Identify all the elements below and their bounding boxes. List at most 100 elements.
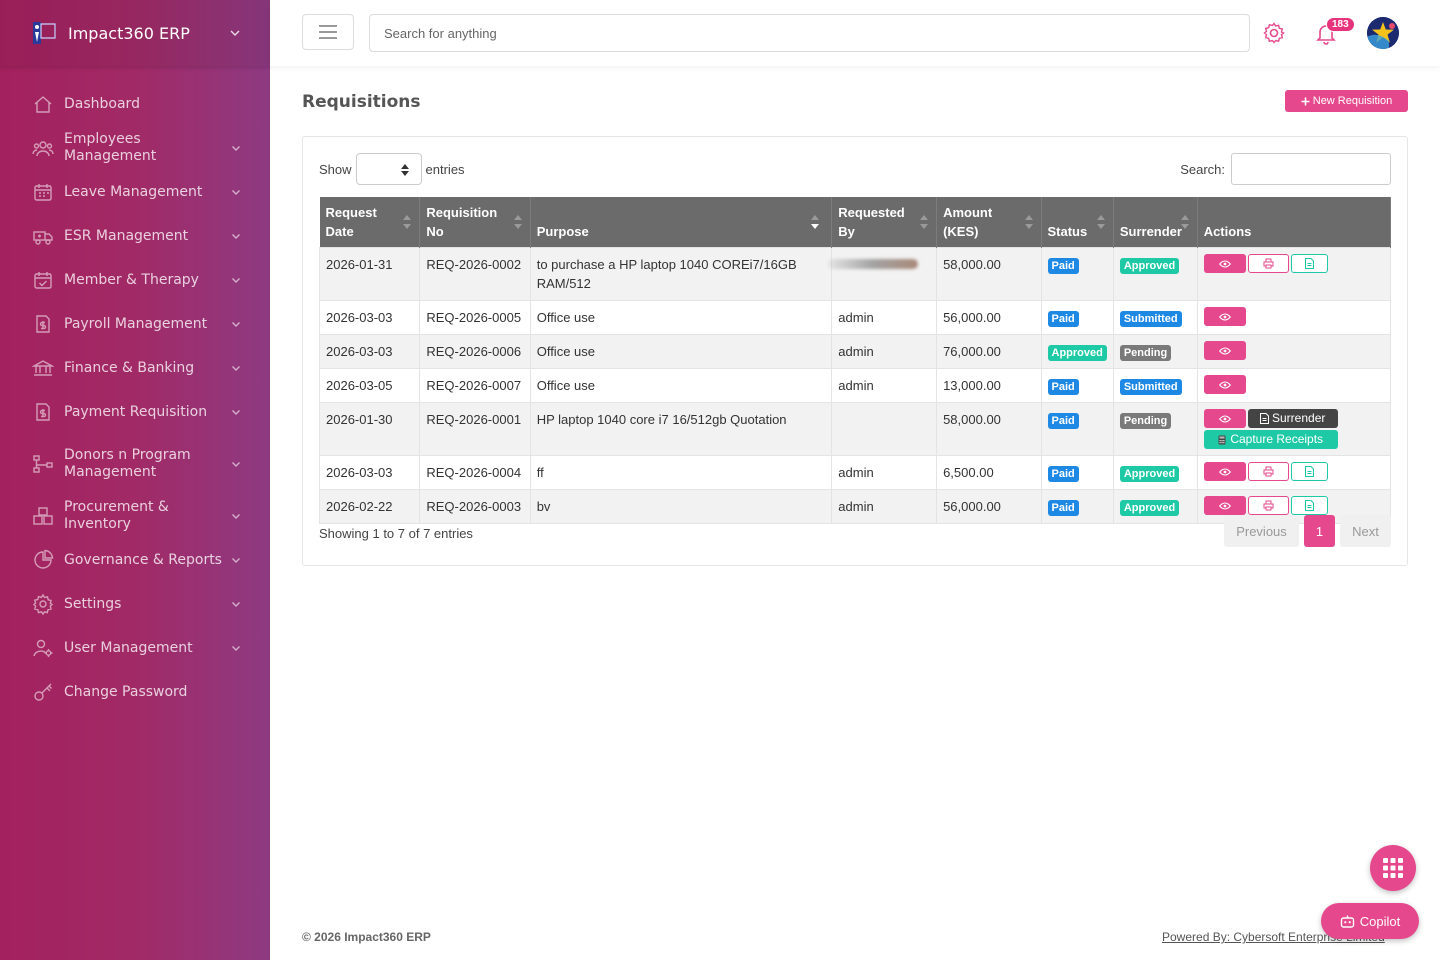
table-body: 2026-01-31 REQ-2026-0002 to purchase a HP … bbox=[318, 247, 1392, 524]
sidebar-item-donors-n-program-management[interactable]: Donors n Program Management bbox=[0, 434, 270, 494]
sidebar-item-label: User Management bbox=[64, 639, 193, 656]
print-button[interactable] bbox=[1247, 462, 1289, 481]
global-search-input[interactable] bbox=[369, 14, 1250, 52]
status-badge: Paid bbox=[1047, 258, 1079, 274]
redacted-name bbox=[828, 259, 919, 269]
print-button[interactable] bbox=[1247, 496, 1289, 515]
table-header-row: Request Date Requisition No Purpose Request… bbox=[319, 197, 1392, 248]
cell-purpose: Office use bbox=[530, 368, 833, 403]
view-button[interactable] bbox=[1203, 341, 1246, 360]
new-requisition-button[interactable]: New Requisition bbox=[1285, 90, 1408, 112]
cell-requested-by bbox=[831, 402, 938, 456]
cell-request-date: 2026-03-03 bbox=[318, 334, 421, 369]
surrender-button[interactable]: Surrender bbox=[1247, 409, 1338, 428]
previous-page-button[interactable]: Previous bbox=[1224, 515, 1299, 547]
print-button[interactable] bbox=[1247, 254, 1289, 273]
sidebar-item-user-management[interactable]: User Management bbox=[0, 626, 270, 670]
requested-by: admin bbox=[838, 378, 874, 393]
sidebar-item-label: Employees Management bbox=[64, 131, 157, 164]
sidebar-item-settings[interactable]: Settings bbox=[0, 582, 270, 626]
sidebar-item-employees-management[interactable]: Employees Management bbox=[0, 126, 270, 170]
entries-length-select[interactable] bbox=[355, 153, 422, 185]
menu-toggle-button[interactable] bbox=[302, 14, 354, 50]
copilot-button[interactable]: Copilot bbox=[1321, 903, 1419, 939]
cell-requisition-no: REQ-2026-0007 bbox=[419, 368, 531, 403]
sort-arrows-icon bbox=[1096, 215, 1105, 229]
column-header-label: Surrender bbox=[1119, 224, 1182, 239]
request-date: 2026-03-03 bbox=[326, 465, 393, 480]
table-search-control: Search: bbox=[1180, 153, 1391, 185]
cell-requisition-no: REQ-2026-0002 bbox=[419, 247, 531, 301]
sidebar-item-finance-banking[interactable]: Finance & Banking bbox=[0, 346, 270, 390]
sidebar-item-payment-requisition[interactable]: Payment Requisition bbox=[0, 390, 270, 434]
cell-requisition-no: REQ-2026-0004 bbox=[419, 455, 531, 490]
column-header-requested-by[interactable]: Requested By bbox=[831, 197, 938, 248]
cell-purpose: Office use bbox=[530, 300, 833, 335]
boxes-icon bbox=[33, 507, 53, 525]
requisition-no: REQ-2026-0003 bbox=[426, 499, 522, 514]
sidebar-item-esr-management[interactable]: ESR Management bbox=[0, 214, 270, 258]
apps-grid-button[interactable] bbox=[1370, 845, 1416, 891]
view-button[interactable] bbox=[1203, 254, 1246, 273]
next-page-button[interactable]: Next bbox=[1340, 515, 1391, 547]
chevron-down-icon bbox=[232, 558, 240, 563]
capture-receipts-button[interactable]: Capture Receipts bbox=[1203, 430, 1338, 449]
sort-arrows-icon bbox=[1024, 215, 1033, 229]
sidebar-item-payroll-management[interactable]: Payroll Management bbox=[0, 302, 270, 346]
column-header-requisition-no[interactable]: Requisition No bbox=[419, 197, 531, 248]
column-header-amount-kes[interactable]: Amount (KES) bbox=[936, 197, 1042, 248]
cell-purpose: Office use bbox=[530, 334, 833, 369]
cell-requisition-no: REQ-2026-0001 bbox=[419, 402, 531, 456]
cell-amount: 13,000.00 bbox=[936, 368, 1042, 403]
purpose: ff bbox=[536, 465, 544, 480]
user-avatar[interactable] bbox=[1367, 17, 1399, 49]
brand-bar[interactable]: Impact360 ERP bbox=[0, 0, 270, 66]
amount: 13,000.00 bbox=[943, 378, 1001, 393]
printer-icon bbox=[1263, 500, 1274, 511]
cell-requested-by: admin bbox=[831, 334, 938, 369]
surrender-document-button[interactable] bbox=[1290, 496, 1328, 515]
view-button[interactable] bbox=[1203, 462, 1246, 481]
surrender-badge: Submitted bbox=[1119, 311, 1182, 327]
view-button[interactable] bbox=[1203, 375, 1246, 394]
sidebar-item-change-password[interactable]: Change Password bbox=[0, 670, 270, 714]
table-search-input[interactable] bbox=[1231, 153, 1391, 185]
sidebar-item-dashboard[interactable]: Dashboard bbox=[0, 82, 270, 126]
request-date: 2026-03-03 bbox=[326, 310, 393, 325]
table-row: 2026-03-03 REQ-2026-0006 Office use admin 76… bbox=[318, 334, 1392, 369]
sidebar-item-governance-reports[interactable]: Governance & Reports bbox=[0, 538, 270, 582]
chevron-down-icon bbox=[232, 646, 240, 651]
column-header-request-date[interactable]: Request Date bbox=[319, 197, 421, 248]
surrender-document-button[interactable] bbox=[1290, 254, 1328, 273]
eye-icon bbox=[1218, 501, 1231, 510]
sidebar-item-procurement-inventory[interactable]: Procurement & Inventory bbox=[0, 494, 270, 538]
column-header-status[interactable]: Status bbox=[1041, 197, 1114, 248]
chevron-down-icon bbox=[230, 30, 240, 37]
network-icon bbox=[33, 455, 53, 473]
view-button[interactable] bbox=[1203, 496, 1246, 515]
page-1-button[interactable]: 1 bbox=[1304, 515, 1335, 547]
cell-amount: 56,000.00 bbox=[936, 300, 1042, 335]
view-button[interactable] bbox=[1203, 307, 1246, 326]
status-badge: Paid bbox=[1047, 500, 1079, 516]
sidebar-item-leave-management[interactable]: Leave Management bbox=[0, 170, 270, 214]
table-info: Showing 1 to 7 of 7 entries bbox=[319, 526, 473, 541]
view-button[interactable] bbox=[1203, 409, 1246, 428]
printer-icon bbox=[1263, 466, 1274, 477]
requested-by: admin bbox=[838, 344, 874, 359]
requisition-no: REQ-2026-0004 bbox=[426, 465, 522, 480]
footer-copyright: © 2026 Impact360 ERP bbox=[302, 930, 431, 944]
cell-purpose: bv bbox=[530, 489, 833, 524]
sidebar-item-member-therapy[interactable]: Member & Therapy bbox=[0, 258, 270, 302]
request-date: 2026-01-30 bbox=[326, 412, 393, 427]
column-header-surrender[interactable]: Surrender bbox=[1113, 197, 1198, 248]
printer-icon bbox=[1263, 258, 1274, 269]
column-header-purpose[interactable]: Purpose bbox=[530, 197, 833, 248]
chevron-down-icon bbox=[232, 366, 240, 371]
amount: 56,000.00 bbox=[943, 310, 1001, 325]
surrender-document-button[interactable] bbox=[1290, 462, 1328, 481]
cell-amount: 6,500.00 bbox=[936, 455, 1042, 490]
chevron-down-icon bbox=[232, 278, 240, 283]
status-badge: Approved bbox=[1047, 345, 1107, 361]
gear-icon[interactable] bbox=[1262, 21, 1286, 45]
